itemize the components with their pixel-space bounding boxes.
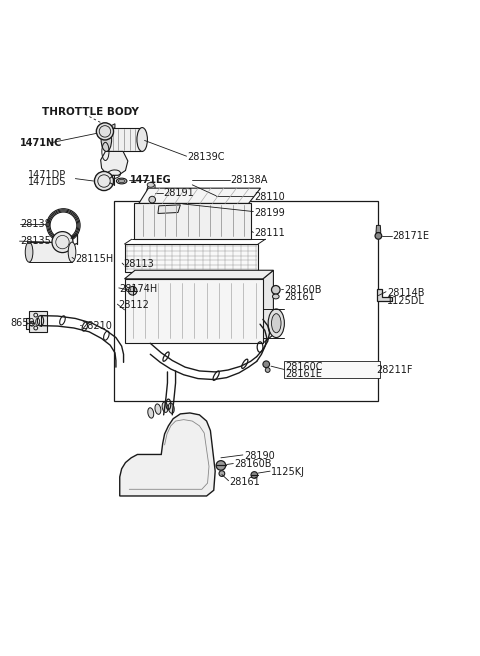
- Text: 28160B: 28160B: [284, 285, 322, 295]
- Circle shape: [216, 461, 226, 470]
- Text: 28112: 28112: [118, 300, 149, 310]
- Text: 28190: 28190: [244, 451, 275, 461]
- Circle shape: [52, 232, 73, 253]
- Text: 28171E: 28171E: [393, 232, 430, 241]
- Polygon shape: [26, 318, 43, 329]
- Ellipse shape: [25, 242, 33, 262]
- Polygon shape: [29, 242, 72, 262]
- Text: 28161: 28161: [229, 477, 260, 487]
- Text: 28110: 28110: [254, 192, 285, 202]
- Ellipse shape: [147, 182, 155, 187]
- Circle shape: [149, 196, 156, 203]
- Polygon shape: [101, 152, 128, 175]
- Polygon shape: [124, 244, 258, 272]
- Polygon shape: [134, 203, 251, 239]
- Ellipse shape: [68, 242, 76, 262]
- Ellipse shape: [137, 127, 147, 152]
- Polygon shape: [29, 312, 47, 332]
- Circle shape: [272, 285, 280, 294]
- Text: THROTTLE BODY: THROTTLE BODY: [42, 108, 139, 117]
- Text: 28139C: 28139C: [188, 152, 225, 162]
- Text: 1471EG: 1471EG: [130, 175, 172, 185]
- Text: 1471DP: 1471DP: [28, 171, 66, 180]
- Ellipse shape: [116, 178, 127, 184]
- Text: 28191: 28191: [164, 188, 194, 198]
- Polygon shape: [377, 289, 392, 301]
- Text: 28199: 28199: [254, 207, 285, 218]
- Ellipse shape: [101, 127, 112, 152]
- Text: 28114B: 28114B: [387, 288, 424, 298]
- Text: 28174H: 28174H: [120, 284, 158, 294]
- Bar: [114, 201, 378, 401]
- Circle shape: [219, 471, 225, 476]
- Polygon shape: [124, 270, 274, 279]
- Text: 28210: 28210: [82, 321, 112, 331]
- Polygon shape: [147, 185, 155, 204]
- Ellipse shape: [268, 309, 284, 338]
- Circle shape: [265, 367, 270, 373]
- Ellipse shape: [155, 404, 161, 415]
- Text: 28211F: 28211F: [376, 365, 412, 375]
- Circle shape: [251, 472, 258, 478]
- Polygon shape: [263, 270, 274, 343]
- Ellipse shape: [273, 294, 279, 299]
- Text: 28138A: 28138A: [230, 175, 268, 185]
- Ellipse shape: [162, 402, 168, 413]
- Text: 28160C: 28160C: [285, 362, 323, 372]
- Text: 86590: 86590: [10, 318, 41, 328]
- Circle shape: [95, 171, 114, 190]
- Text: 28161: 28161: [284, 291, 315, 302]
- Polygon shape: [111, 124, 115, 129]
- Polygon shape: [120, 413, 215, 496]
- Polygon shape: [107, 127, 142, 152]
- Circle shape: [96, 123, 114, 140]
- Text: 28115H: 28115H: [75, 254, 114, 264]
- Polygon shape: [376, 226, 381, 233]
- Text: 28138: 28138: [21, 219, 51, 229]
- Text: 1125KJ: 1125KJ: [271, 467, 305, 477]
- Polygon shape: [139, 188, 261, 203]
- Text: 28160B: 28160B: [234, 459, 272, 470]
- Polygon shape: [158, 205, 180, 213]
- Circle shape: [375, 233, 382, 239]
- Text: 1471NC: 1471NC: [20, 138, 62, 148]
- Text: 28161E: 28161E: [285, 369, 322, 379]
- Circle shape: [263, 361, 270, 367]
- Circle shape: [128, 287, 137, 295]
- Text: 28111: 28111: [254, 228, 285, 237]
- Ellipse shape: [272, 314, 281, 333]
- Ellipse shape: [118, 179, 125, 182]
- Ellipse shape: [148, 408, 154, 418]
- Text: 28113: 28113: [123, 259, 154, 269]
- Polygon shape: [124, 279, 263, 343]
- Ellipse shape: [168, 403, 174, 413]
- Text: 1471DS: 1471DS: [28, 177, 66, 187]
- Text: 28135: 28135: [21, 236, 51, 246]
- Bar: [284, 361, 380, 378]
- Text: 1125DL: 1125DL: [387, 297, 425, 306]
